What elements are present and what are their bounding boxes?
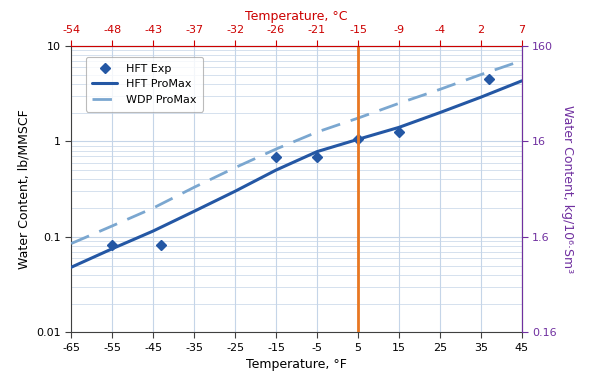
WDP ProMax <box>149 206 157 210</box>
WDP ProMax <box>68 241 75 246</box>
HFT Exp <box>272 154 279 159</box>
HFT ProMax <box>272 168 279 172</box>
HFT ProMax <box>149 229 157 233</box>
HFT Exp <box>396 130 403 134</box>
Line: HFT Exp: HFT Exp <box>109 76 493 249</box>
HFT ProMax <box>314 149 321 154</box>
Line: HFT ProMax: HFT ProMax <box>71 81 522 267</box>
WDP ProMax <box>190 185 197 189</box>
WDP ProMax <box>314 130 321 134</box>
HFT Exp <box>314 154 321 159</box>
Y-axis label: Water Content, kg/10⁶·Sm³: Water Content, kg/10⁶·Sm³ <box>560 105 573 273</box>
HFT ProMax <box>231 189 238 194</box>
HFT Exp <box>486 77 493 81</box>
HFT ProMax <box>518 79 525 83</box>
WDP ProMax <box>109 224 116 228</box>
Line: WDP ProMax: WDP ProMax <box>71 61 522 244</box>
HFT ProMax <box>436 110 444 115</box>
HFT Exp <box>355 137 362 142</box>
HFT Exp <box>158 243 165 248</box>
HFT ProMax <box>109 246 116 251</box>
HFT Exp <box>109 243 116 248</box>
HFT ProMax <box>190 209 197 214</box>
WDP ProMax <box>355 116 362 120</box>
HFT ProMax <box>68 265 75 270</box>
Legend: HFT Exp, HFT ProMax, WDP ProMax: HFT Exp, HFT ProMax, WDP ProMax <box>86 57 203 112</box>
WDP ProMax <box>477 72 484 77</box>
WDP ProMax <box>518 58 525 63</box>
WDP ProMax <box>396 101 403 106</box>
WDP ProMax <box>231 165 238 170</box>
WDP ProMax <box>436 87 444 92</box>
Y-axis label: Water Content, lb/MMSCF: Water Content, lb/MMSCF <box>18 109 31 269</box>
HFT ProMax <box>396 125 403 129</box>
HFT ProMax <box>477 95 484 99</box>
X-axis label: Temperature, °F: Temperature, °F <box>246 358 347 371</box>
WDP ProMax <box>272 147 279 151</box>
X-axis label: Temperature, °C: Temperature, °C <box>246 10 347 23</box>
HFT ProMax <box>355 137 362 142</box>
